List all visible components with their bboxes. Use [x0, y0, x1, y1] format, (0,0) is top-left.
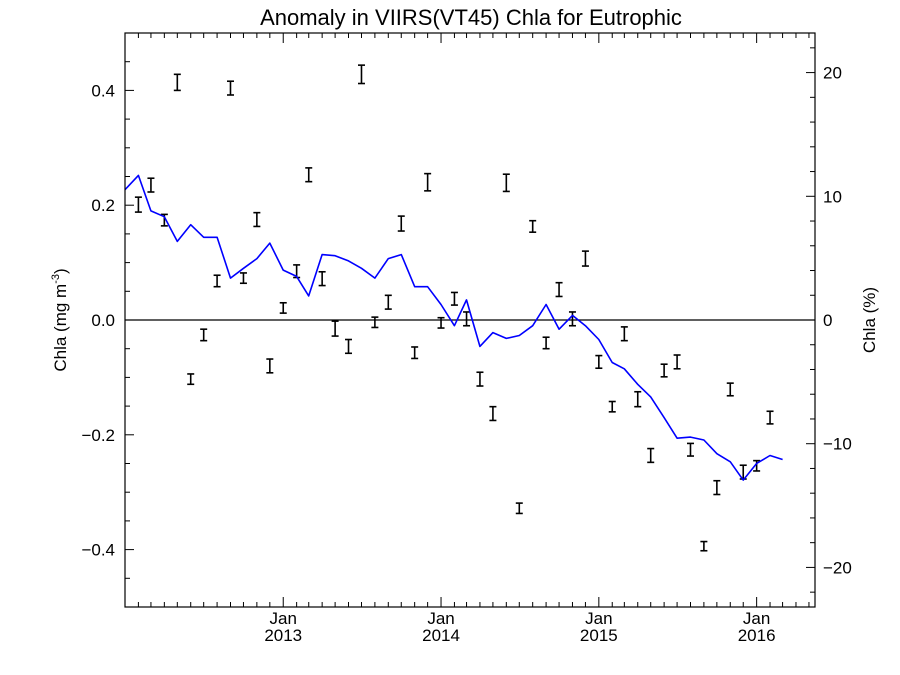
- error-bar: [713, 479, 721, 496]
- error-bar: [147, 177, 155, 193]
- x-tick-label-month: Jan: [427, 609, 454, 628]
- error-bar: [542, 336, 550, 350]
- error-bar: [660, 363, 668, 378]
- error-bar: [187, 373, 195, 386]
- series-line: [124, 174, 783, 481]
- error-bar: [634, 390, 642, 408]
- error-bar: [345, 338, 353, 355]
- error-bar: [318, 270, 326, 287]
- error-bar: [266, 358, 274, 374]
- right-tick-label: 0: [823, 311, 832, 330]
- error-bar: [568, 311, 576, 327]
- plot-area: [124, 64, 815, 552]
- left-tick-label: −0.4: [81, 541, 115, 560]
- error-bar: [357, 64, 365, 85]
- error-bar: [450, 291, 458, 306]
- x-tick-label-month: Jan: [743, 609, 770, 628]
- error-bar: [463, 311, 471, 327]
- error-bar: [371, 316, 379, 329]
- error-bar: [515, 502, 523, 515]
- error-bar: [397, 215, 405, 232]
- error-bar: [437, 316, 445, 329]
- error-bar: [173, 73, 181, 92]
- error-bar: [595, 354, 603, 370]
- left-y-axis-label-close: ): [51, 268, 70, 274]
- right-tick-label: −10: [823, 435, 852, 454]
- error-bar: [279, 301, 287, 314]
- error-bar: [424, 172, 432, 192]
- error-bar: [647, 447, 655, 464]
- error-bar: [529, 219, 537, 233]
- right-tick-label: 20: [823, 64, 842, 83]
- error-bar: [686, 442, 694, 457]
- error-bar: [555, 281, 563, 298]
- error-bar: [502, 173, 510, 193]
- error-bar: [489, 405, 497, 422]
- error-bar: [384, 294, 392, 310]
- left-tick-label: −0.2: [81, 426, 115, 445]
- right-tick-label: −20: [823, 558, 852, 577]
- left-y-axis-label-text: Chla (mg m: [51, 284, 70, 372]
- error-bar: [476, 371, 484, 387]
- x-tick-label-year: 2016: [738, 626, 776, 645]
- error-bar: [753, 459, 761, 472]
- error-bar: [581, 250, 589, 267]
- left-tick-label: 0.0: [91, 311, 115, 330]
- left-tick-label: 0.4: [91, 81, 115, 100]
- error-bar: [200, 328, 208, 342]
- right-y-axis-label: Chla (%): [860, 287, 879, 353]
- x-tick-label-month: Jan: [270, 609, 297, 628]
- error-bar: [253, 211, 261, 228]
- error-bar: [700, 540, 708, 552]
- error-bar: [331, 320, 339, 337]
- x-tick-label-year: 2015: [580, 626, 618, 645]
- error-bar: [766, 410, 774, 425]
- error-bar: [213, 274, 221, 288]
- left-y-axis-label-superscript: -3: [50, 274, 62, 284]
- right-tick-label: 10: [823, 187, 842, 206]
- x-tick-label-month: Jan: [585, 609, 612, 628]
- error-bar: [134, 196, 142, 213]
- error-bar: [411, 346, 419, 360]
- error-bar: [620, 326, 628, 342]
- error-bar: [726, 382, 734, 397]
- left-y-axis: 0.4 0.2 0.0 −0.2 −0.4: [81, 32, 134, 608]
- error-bar: [305, 167, 313, 183]
- error-bar: [239, 272, 247, 285]
- error-bar: [226, 80, 234, 96]
- left-tick-label: 0.2: [91, 196, 115, 215]
- chart-title: Anomaly in VIIRS(VT45) Chla for Eutrophi…: [260, 5, 682, 30]
- x-tick-label-year: 2013: [264, 626, 302, 645]
- right-y-axis: 20 10 0 −10 −20: [806, 47, 852, 593]
- x-tick-label-year: 2014: [422, 626, 460, 645]
- left-y-axis-label: Chla (mg m-3): [50, 268, 70, 371]
- error-bar: [673, 354, 681, 370]
- error-bar: [608, 400, 616, 413]
